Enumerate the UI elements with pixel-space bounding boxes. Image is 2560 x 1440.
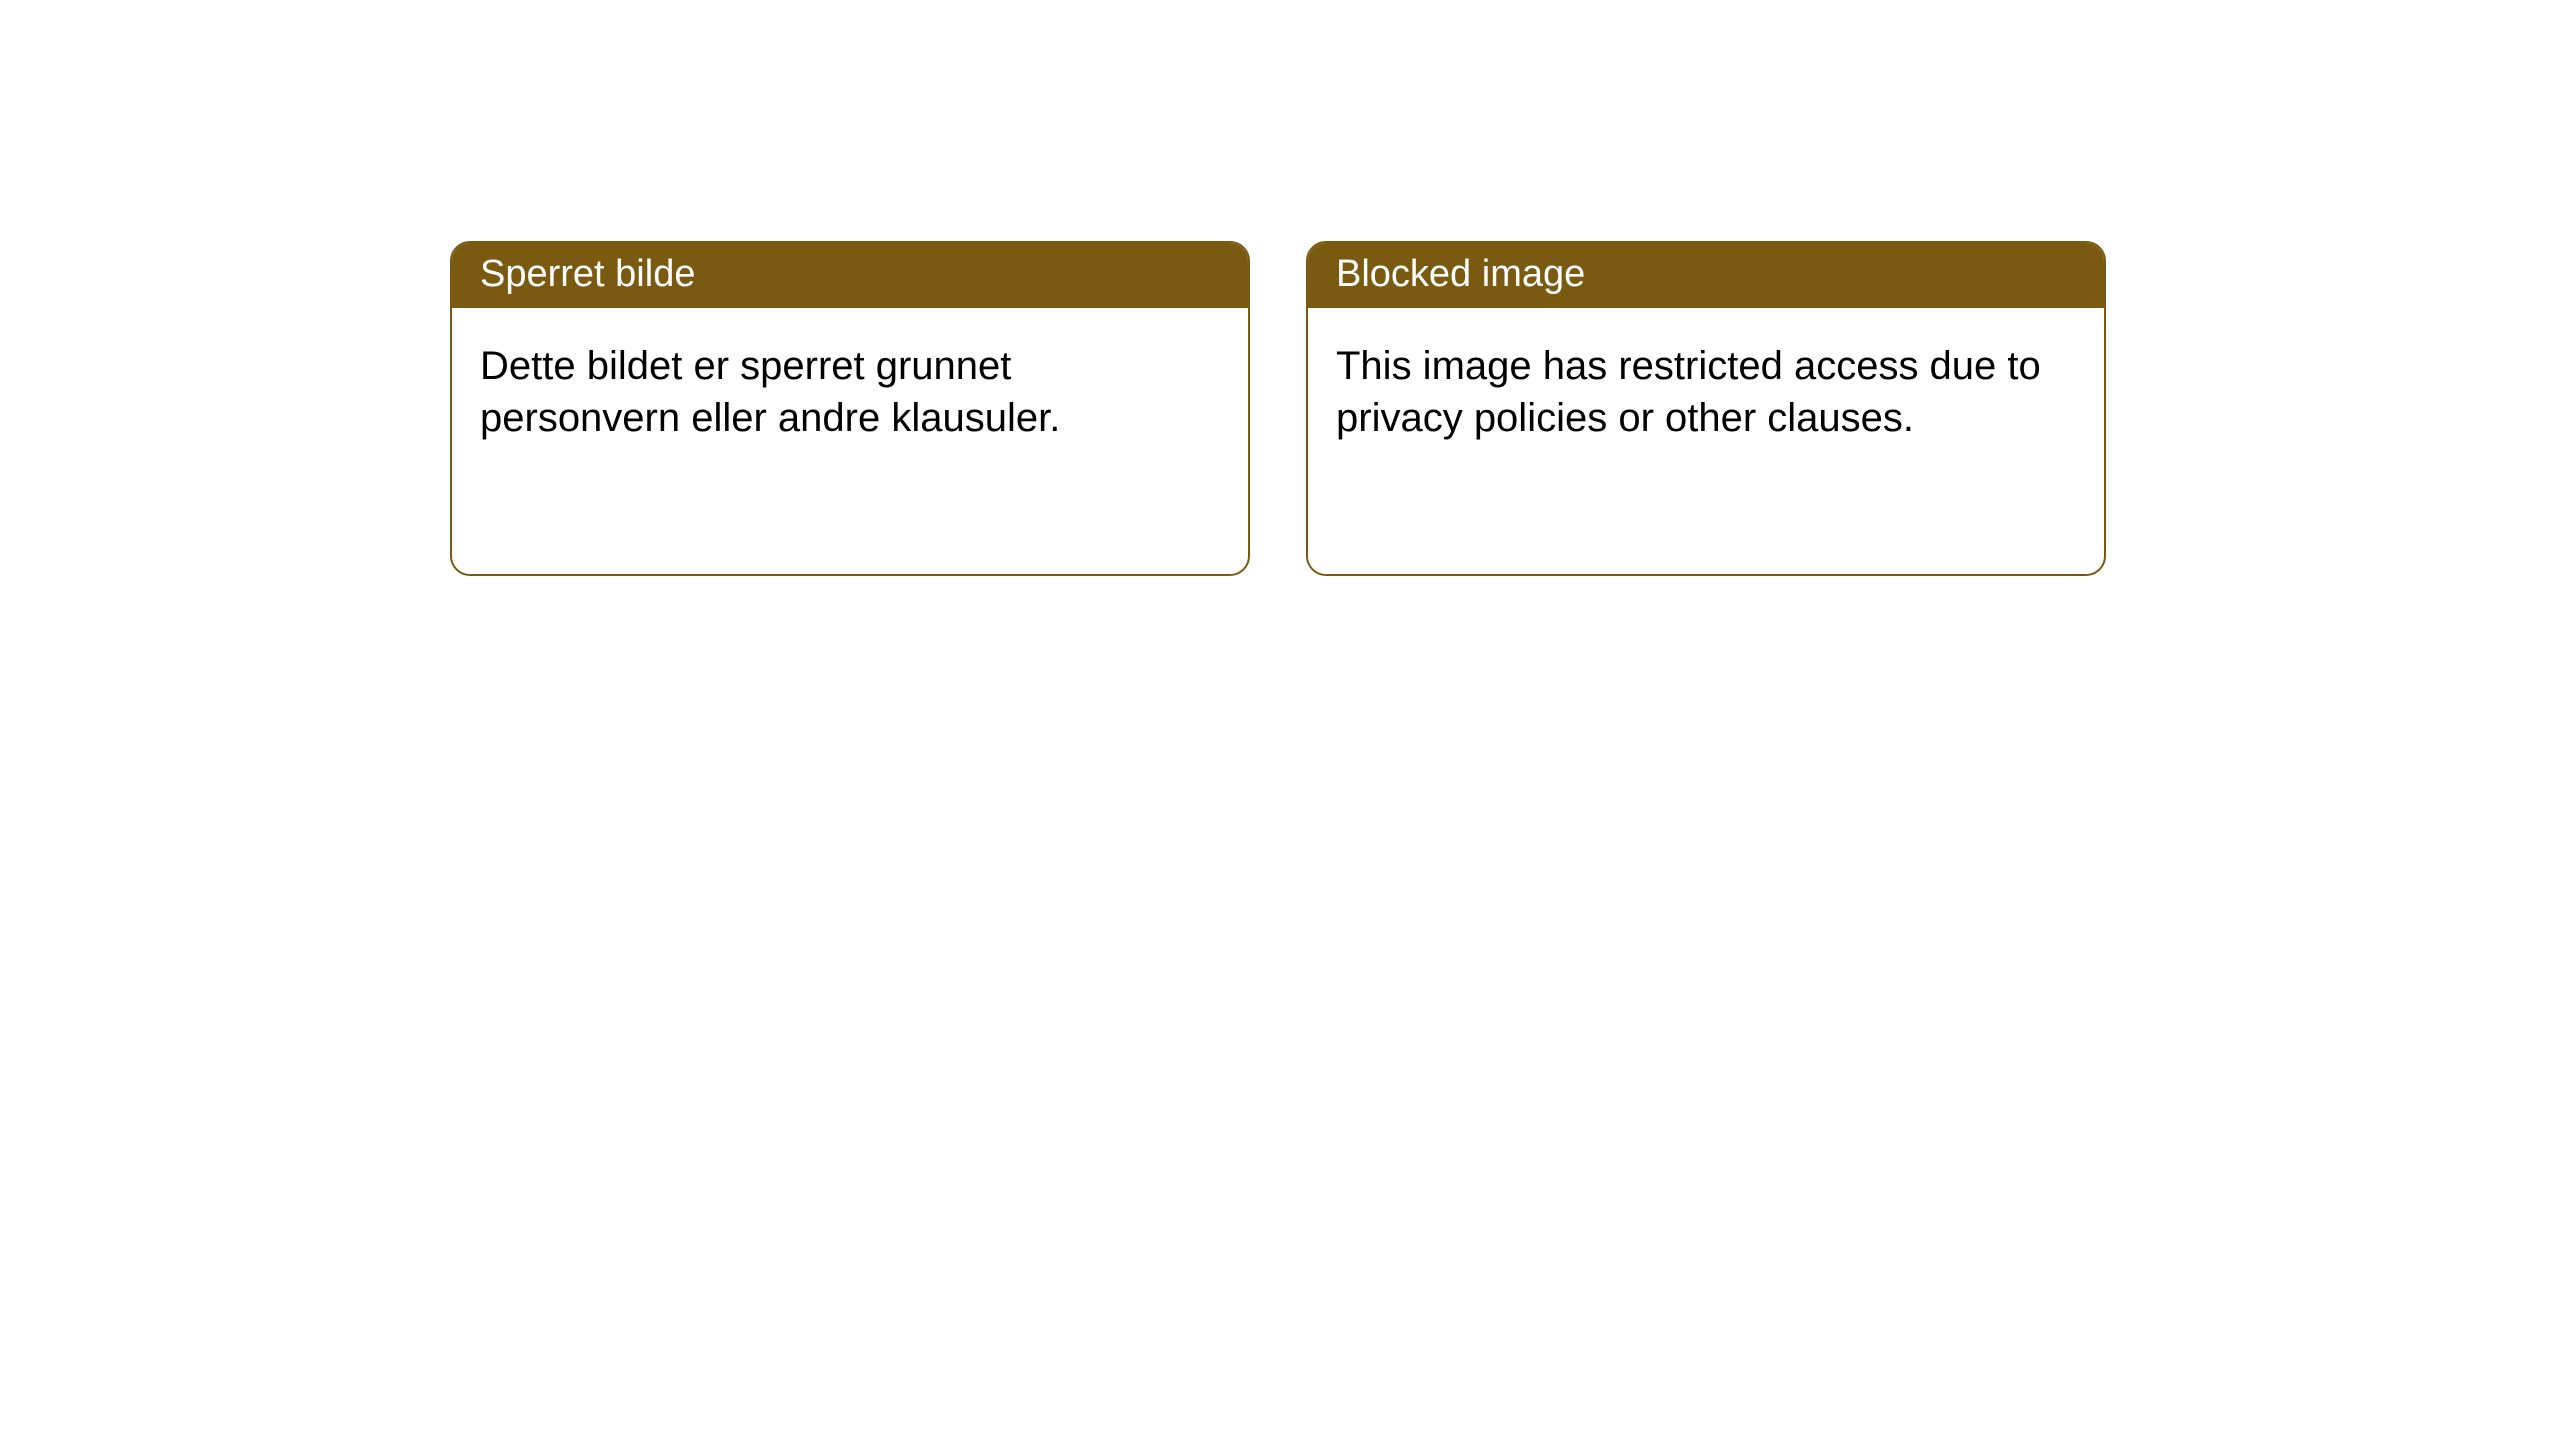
card-header-no: Sperret bilde [452,243,1248,308]
card-text-no: Dette bildet er sperret grunnet personve… [480,344,1060,440]
card-title-en: Blocked image [1336,253,1585,295]
card-body-en: This image has restricted access due to … [1308,308,2104,476]
card-title-no: Sperret bilde [480,253,695,295]
card-body-no: Dette bildet er sperret grunnet personve… [452,308,1248,476]
blocked-image-card-en: Blocked image This image has restricted … [1306,241,2106,576]
notice-container: Sperret bilde Dette bildet er sperret gr… [0,0,2560,576]
card-header-en: Blocked image [1308,243,2104,308]
card-text-en: This image has restricted access due to … [1336,344,2041,440]
blocked-image-card-no: Sperret bilde Dette bildet er sperret gr… [450,241,1250,576]
